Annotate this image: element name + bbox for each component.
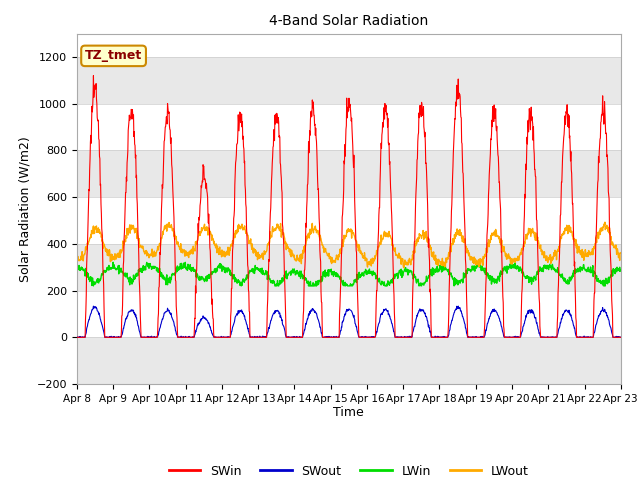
Legend: SWin, SWout, LWin, LWout: SWin, SWout, LWin, LWout [164, 460, 534, 480]
Bar [77, 337, 621, 384]
Bar [77, 150, 621, 197]
Bar [77, 57, 621, 104]
Bar [77, 244, 621, 290]
Text: TZ_tmet: TZ_tmet [85, 49, 142, 62]
X-axis label: Time: Time [333, 407, 364, 420]
Y-axis label: Solar Radiation (W/m2): Solar Radiation (W/m2) [18, 136, 31, 282]
Title: 4-Band Solar Radiation: 4-Band Solar Radiation [269, 14, 428, 28]
